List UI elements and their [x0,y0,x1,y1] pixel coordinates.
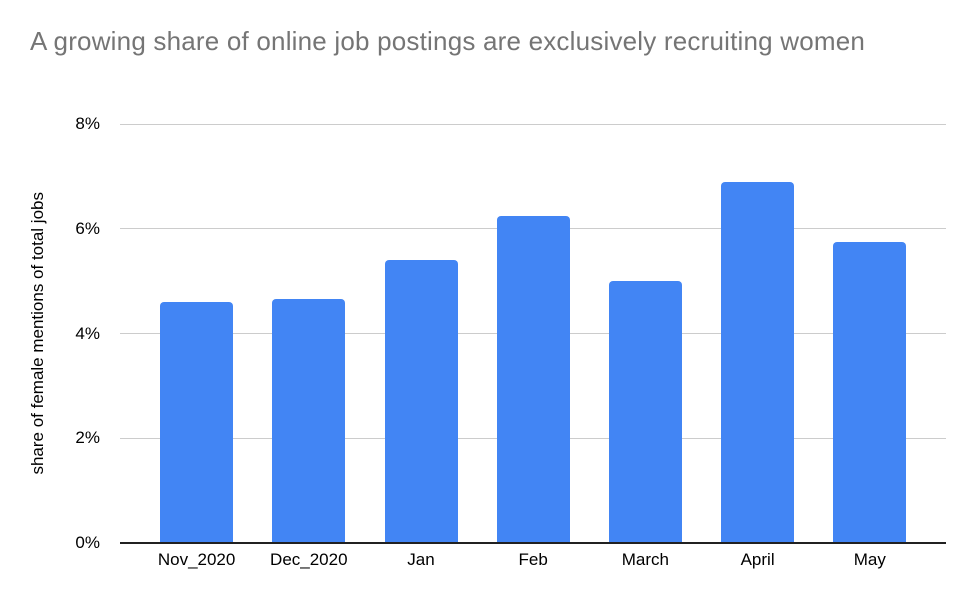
bar-may [833,241,907,543]
gridline [120,123,946,125]
bar-april [721,181,795,543]
bar-nov_2020 [160,302,234,543]
x-axis-labels: Nov_2020 Dec_2020 Jan Feb March April May [120,550,946,574]
bar-dec_2020 [272,299,346,543]
bar-jan [384,260,458,543]
bar-feb [496,215,570,543]
x-axis-label: Jan [407,550,435,569]
y-axis-ticks: 0% 2% 4% 6% 8% [0,114,110,552]
chart-title: A growing share of online job postings a… [30,26,866,56]
x-axis-label: March [621,550,670,569]
x-axis-label: Feb [518,550,548,569]
y-tick-label: 2% [75,428,100,448]
x-axis-label: April [740,550,775,569]
plot-area [120,123,946,544]
x-axis-label: Dec_2020 [270,550,348,569]
y-tick-label: 6% [75,218,100,238]
y-tick-label: 8% [75,114,100,133]
y-tick-label: 4% [75,323,100,343]
x-axis-label: Nov_2020 [157,550,236,569]
x-axis-baseline [120,542,946,544]
x-axis-label: May [853,550,886,569]
bar-march [608,281,682,543]
y-tick-label: 0% [75,533,100,552]
